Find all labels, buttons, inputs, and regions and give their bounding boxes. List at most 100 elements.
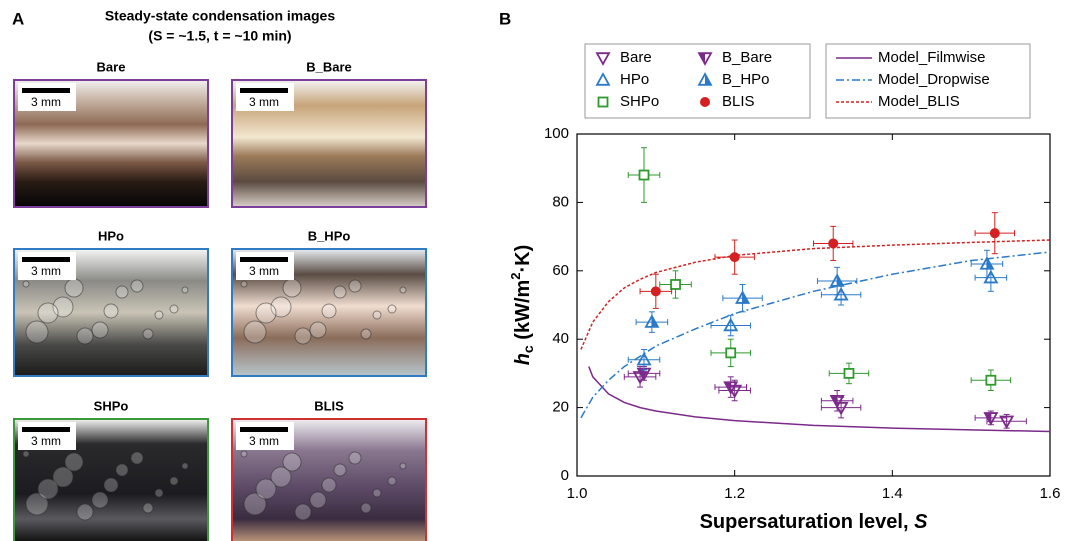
droplet (255, 302, 277, 324)
photo-frame (13, 79, 209, 208)
droplet (333, 285, 347, 299)
droplet (282, 452, 302, 472)
droplet (22, 280, 30, 288)
y-axis-title-end: ·K) (512, 245, 534, 273)
marker-outline (983, 412, 999, 426)
photo-frame (231, 248, 427, 377)
droplet (243, 320, 267, 344)
scale-box (18, 252, 76, 280)
marker (729, 252, 740, 263)
droplet (25, 320, 49, 344)
marker (985, 374, 997, 386)
model-line (580, 239, 1051, 350)
marker-outline (829, 395, 845, 409)
y-tick-label: 60 (552, 262, 569, 279)
droplet (169, 304, 179, 314)
droplet (348, 451, 362, 465)
droplet (115, 285, 129, 299)
droplet (387, 476, 397, 486)
marker-outline (597, 96, 609, 108)
droplet (240, 450, 248, 458)
marker-outline (979, 256, 995, 270)
scale-bar (240, 257, 288, 262)
droplet (333, 463, 347, 477)
x-axis-title-text: Supersaturation level, (700, 511, 915, 533)
scale-label: 3 mm (249, 95, 279, 109)
marker (670, 279, 681, 290)
legend-label: HPo (620, 71, 649, 88)
y-tick-label: 80 (552, 193, 569, 210)
droplet (22, 450, 30, 458)
droplet (181, 462, 189, 470)
marker-dot (828, 238, 839, 249)
droplet (294, 503, 312, 521)
scale-box (236, 422, 294, 450)
marker-outline (723, 381, 739, 395)
x-tick-label: 1.4 (882, 485, 903, 502)
y-tick-label: 100 (544, 125, 569, 142)
marker (697, 72, 713, 86)
marker (833, 286, 849, 301)
model-line (580, 251, 1051, 419)
droplet (37, 302, 59, 324)
image-label: SHPo (94, 398, 129, 413)
droplet (372, 310, 382, 320)
marker (595, 52, 611, 66)
marker-outline (723, 317, 739, 332)
x-axis-title-var: S (914, 511, 928, 533)
droplet (64, 452, 84, 472)
panel-label: A (12, 9, 24, 28)
droplet (348, 279, 362, 293)
model-line (588, 366, 1051, 433)
droplet (321, 303, 337, 319)
marker-dot (650, 286, 661, 297)
y-axis-title-sub: c (520, 345, 536, 353)
marker (638, 169, 650, 181)
marker (979, 256, 995, 270)
droplet (76, 503, 94, 521)
marker (597, 96, 609, 108)
marker-outline (644, 314, 660, 328)
y-axis-title-sup: 2 (508, 272, 523, 279)
legend-label: B_Bare (722, 49, 772, 66)
droplet (360, 502, 372, 514)
scale-label: 3 mm (31, 264, 61, 278)
marker-outline (983, 269, 999, 284)
scale-bar (22, 427, 70, 432)
droplet (360, 328, 372, 340)
marker (725, 347, 737, 359)
marker (983, 412, 999, 426)
marker-outline (725, 347, 737, 359)
droplet (243, 492, 267, 516)
image-label: BLIS (314, 398, 344, 413)
marker-dot (700, 97, 710, 107)
y-axis-title-unit: (kW/m (512, 280, 534, 346)
scale-box (236, 252, 294, 280)
droplet (255, 478, 277, 500)
legend-label: Model_Filmwise (878, 49, 986, 66)
droplet (103, 303, 119, 319)
droplet (321, 477, 337, 493)
droplet (181, 286, 189, 294)
droplet (154, 310, 164, 320)
legend-label: Model_BLIS (878, 93, 960, 110)
y-tick-label: 20 (552, 399, 569, 416)
droplet (142, 502, 154, 514)
marker-outline (843, 367, 855, 379)
photo-frame (231, 418, 427, 541)
droplet (52, 466, 74, 488)
image-label: Bare (97, 59, 126, 74)
y-tick-label: 40 (552, 330, 569, 347)
y-tick-label: 0 (561, 467, 569, 484)
droplet (103, 477, 119, 493)
droplet (130, 451, 144, 465)
marker-dot (989, 228, 1000, 239)
marker (983, 269, 999, 284)
y-axis-title: hc (kW/m2·K) (508, 245, 535, 366)
droplet (154, 488, 164, 498)
legend-label: Model_Dropwise (878, 71, 990, 88)
droplet (25, 492, 49, 516)
image-label: B_HPo (308, 228, 351, 243)
droplet (142, 328, 154, 340)
